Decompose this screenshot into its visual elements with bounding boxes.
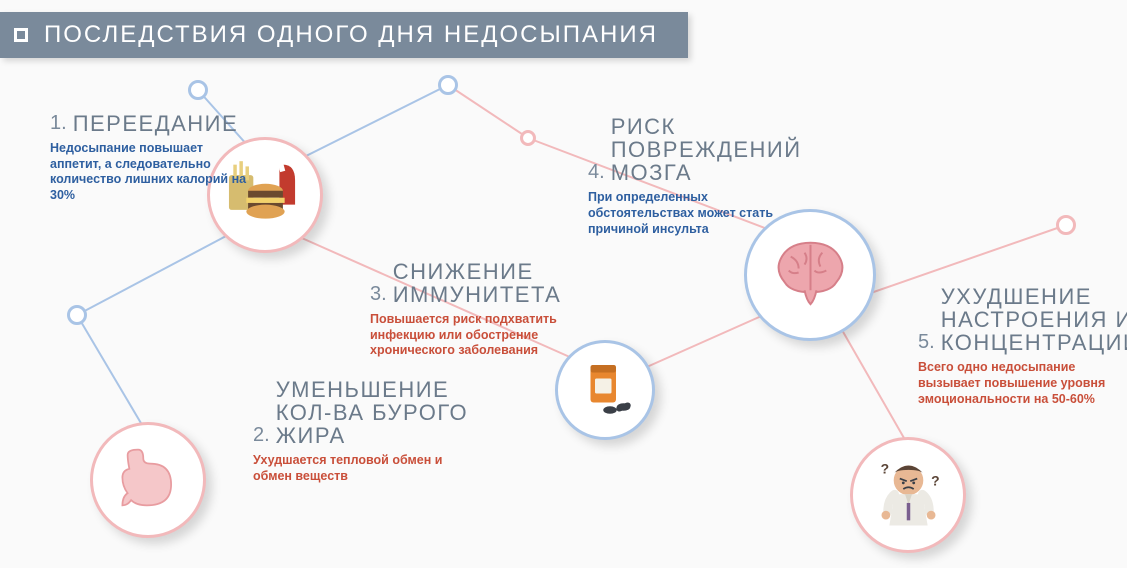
item-1-block: 1. ПЕРЕЕДАНИЕ Недосыпание повышает аппет… [50, 112, 250, 204]
item-4-title: РИСК ПОВРЕЖДЕНИЙ МОЗГА [611, 115, 811, 184]
connector-dot [188, 80, 208, 100]
item-3-number: 3. [370, 283, 387, 306]
item-5-desc: Всего одно недосыпание вызывает повышени… [918, 360, 1118, 407]
brain-icon [761, 223, 860, 327]
pills-icon [568, 350, 643, 430]
item-5-title: УХУДШЕНИЕ НАСТРОЕНИЯ И КОНЦЕНТРАЦИИ [941, 285, 1127, 354]
connector-dot [438, 75, 458, 95]
item-1-title: ПЕРЕЕДАНИЕ [73, 112, 238, 135]
node-5: ? ? [850, 437, 966, 553]
angry-icon: ? ? [865, 449, 952, 541]
header-square-icon [14, 28, 28, 42]
connector-dot [67, 305, 87, 325]
item-1-number: 1. [50, 112, 67, 135]
page-title: ПОСЛЕДСТВИЯ ОДНОГО ДНЯ НЕДОСЫПАНИЯ [44, 21, 658, 49]
item-5-number: 5. [918, 331, 935, 354]
item-2-desc: Ухудшается тепловой обмен и обмен вещест… [253, 453, 453, 484]
svg-text:?: ? [880, 460, 889, 476]
item-2-title: УМЕНЬШЕНИЕ КОЛ-ВА БУРОГО ЖИРА [276, 378, 476, 447]
stomach-icon [105, 434, 192, 526]
connector-dot [1056, 215, 1076, 235]
item-4-desc: При определенных обстоятельствах может с… [588, 190, 788, 237]
connector-dot [520, 130, 536, 146]
item-1-desc: Недосыпание повышает аппетит, а следоват… [50, 141, 250, 204]
node-2 [90, 422, 206, 538]
item-3-desc: Повышается риск подхватить инфекцию или … [370, 312, 570, 359]
item-4-block: 4. РИСК ПОВРЕЖДЕНИЙ МОЗГА При определенн… [588, 115, 811, 237]
header-bar: ПОСЛЕДСТВИЯ ОДНОГО ДНЯ НЕДОСЫПАНИЯ [0, 12, 688, 58]
item-5-block: 5. УХУДШЕНИЕ НАСТРОЕНИЯ И КОНЦЕНТРАЦИИ В… [918, 285, 1127, 407]
item-3-block: 3. СНИЖЕНИЕ ИММУНИТЕТА Повышается риск п… [370, 260, 610, 359]
svg-text:?: ? [931, 473, 940, 489]
item-2-block: 2. УМЕНЬШЕНИЕ КОЛ-ВА БУРОГО ЖИРА Ухудшае… [253, 378, 476, 485]
item-4-number: 4. [588, 161, 605, 184]
item-3-title: СНИЖЕНИЕ ИММУНИТЕТА [393, 260, 610, 306]
item-2-number: 2. [253, 424, 270, 447]
